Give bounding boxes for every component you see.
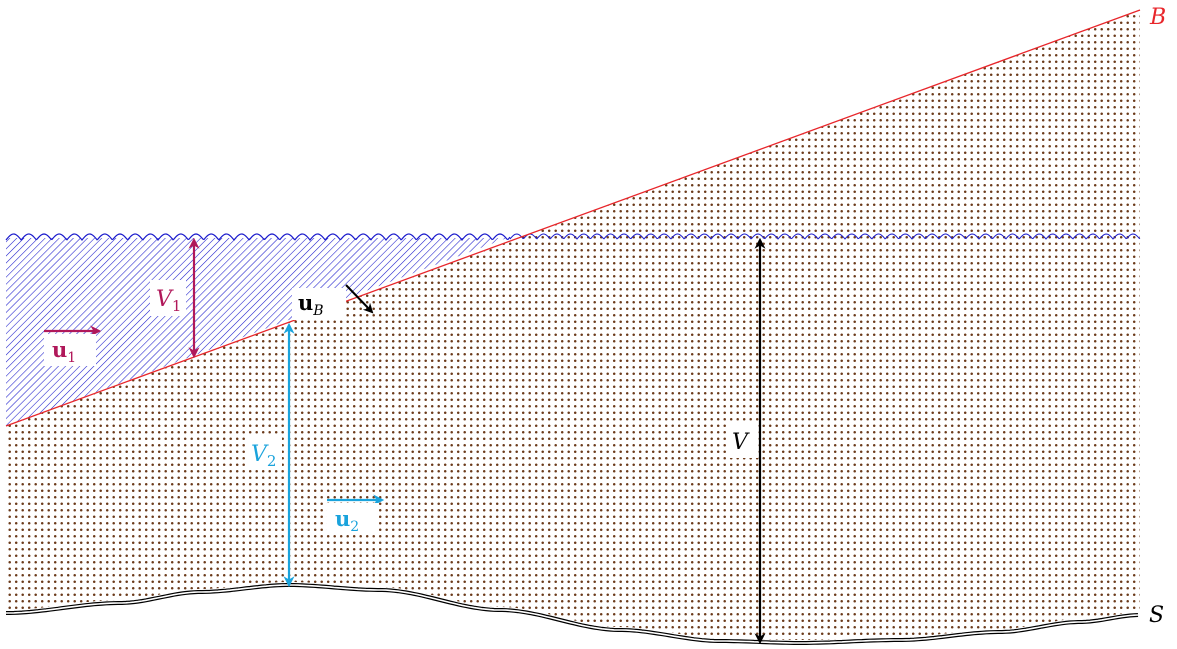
u1-label-box xyxy=(44,334,96,366)
u2-label: u2 xyxy=(335,506,359,535)
v1-label: V1 xyxy=(156,287,181,315)
bed-line-s-inner xyxy=(6,584,1139,644)
label-b: B xyxy=(1149,5,1166,30)
surface-wave-right xyxy=(509,233,1141,240)
surface-wave-left xyxy=(5,233,511,241)
ub-label-box xyxy=(292,288,346,320)
v1-label-box xyxy=(150,280,186,316)
u1-label: u1 xyxy=(52,337,76,366)
v-label: V xyxy=(732,430,750,455)
v2-label: V2 xyxy=(251,442,276,470)
ub-label: uB xyxy=(298,290,324,319)
u2-label-box xyxy=(327,503,379,535)
label-s: S xyxy=(1149,603,1164,628)
hatched-region xyxy=(6,238,507,426)
v-label-box xyxy=(728,424,758,458)
v2-label-box xyxy=(247,436,282,470)
ub-arrow xyxy=(345,284,374,314)
